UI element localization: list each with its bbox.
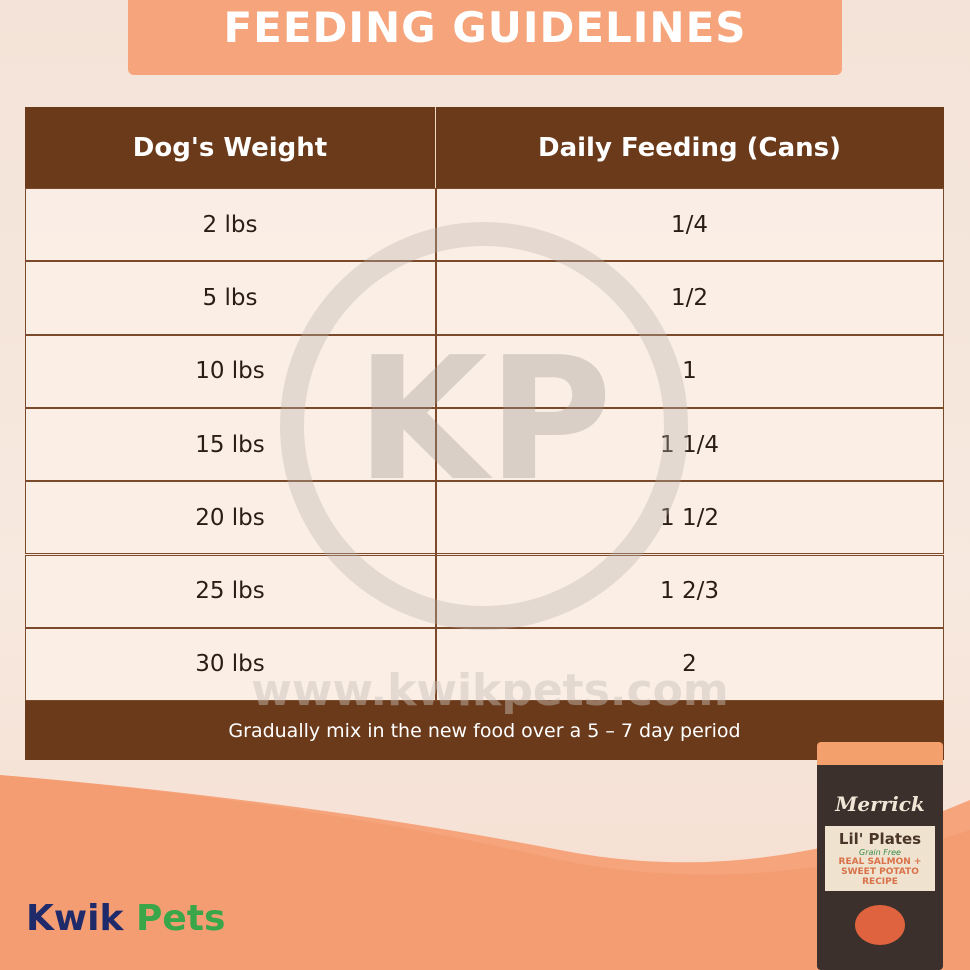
table-row	[25, 627, 944, 702]
table-row	[25, 407, 944, 482]
table-cell: 15 lbs	[195, 431, 265, 458]
logo-second: Pets	[135, 898, 226, 939]
title: FEEDING GUIDELINES	[223, 3, 747, 52]
product-bag: Merrick Lil' Plates Grain Free REAL SALM…	[817, 742, 943, 970]
product-recipe: REAL SALMON + SWEET POTATO RECIPE	[838, 857, 922, 887]
table-cell: 2 lbs	[202, 211, 258, 238]
table-cell: 1 2/3	[660, 578, 719, 605]
table-row	[25, 481, 944, 555]
table-cell: 20 lbs	[195, 504, 265, 531]
table-row	[25, 334, 944, 408]
title-banner: FEEDING GUIDELINES	[128, 0, 842, 75]
table-cell: 1	[682, 358, 697, 385]
table-row	[25, 554, 944, 628]
table-cell: 1/4	[670, 211, 708, 238]
table-cell: 10 lbs	[195, 358, 265, 385]
table-row	[25, 188, 944, 262]
product-tag: Grain Free	[859, 848, 901, 857]
table-cell: 5 lbs	[202, 284, 258, 311]
header-divider	[435, 107, 436, 188]
product-line: Lil' Plates	[838, 830, 922, 848]
logo: Kwik Pets	[26, 898, 225, 939]
table-cell: 1/2	[670, 284, 708, 311]
table-cell: 2	[682, 651, 697, 678]
table-cell: 30 lbs	[195, 651, 265, 678]
logo-first: Kwik	[26, 898, 124, 939]
table-cell: 25 lbs	[195, 578, 265, 605]
table-note: Gradually mix in the new food over a 5 –…	[228, 719, 741, 742]
table-footer-bg	[25, 701, 944, 760]
table-cell: 1 1/2	[660, 504, 719, 531]
column-header: Dog's Weight	[132, 132, 328, 163]
column-divider	[435, 188, 437, 702]
product-brand: Merrick	[835, 792, 925, 816]
table-row	[25, 261, 944, 335]
feeding-table: Dog's Weight Daily Feeding (Cans) 2 lbs 1/4…	[25, 107, 944, 760]
table-header-bg	[25, 107, 944, 188]
table-cell: 1 1/4	[660, 431, 719, 458]
column-header: Daily Feeding (Cans)	[538, 132, 841, 163]
